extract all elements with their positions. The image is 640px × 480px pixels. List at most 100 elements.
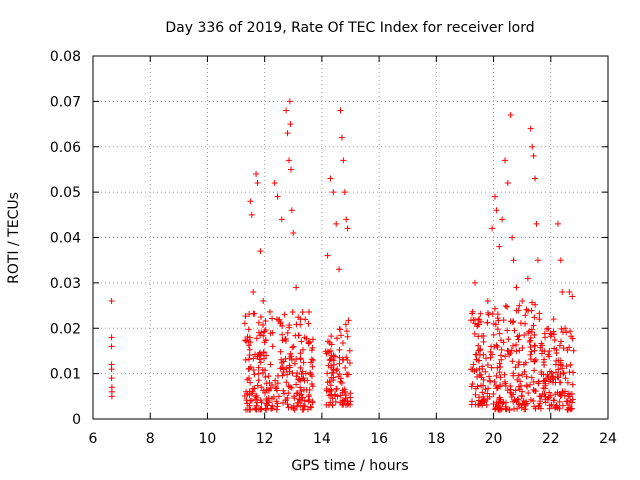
data-point <box>328 341 335 348</box>
data-point <box>569 381 576 388</box>
data-point <box>551 336 558 343</box>
data-point <box>492 321 499 328</box>
data-point <box>297 384 304 391</box>
data-point <box>269 343 276 350</box>
data-point <box>306 391 313 398</box>
data-point <box>251 385 258 392</box>
x-axis-label: GPS time / hours <box>291 458 408 474</box>
data-point <box>245 326 252 333</box>
data-point <box>257 352 264 359</box>
data-point <box>338 379 345 386</box>
data-point <box>547 392 554 399</box>
data-point <box>528 374 535 381</box>
data-point <box>291 406 298 413</box>
data-point <box>293 321 300 328</box>
data-point <box>322 348 329 355</box>
data-point <box>526 338 533 345</box>
data-point <box>274 193 281 200</box>
data-point <box>508 393 515 400</box>
data-point <box>542 334 549 341</box>
data-point <box>553 347 560 354</box>
data-point <box>297 402 304 409</box>
data-point <box>523 373 530 380</box>
data-point <box>267 330 274 337</box>
data-point <box>531 342 538 349</box>
data-point <box>284 401 291 408</box>
data-point <box>257 359 264 366</box>
data-point <box>241 320 248 327</box>
data-point <box>531 332 538 339</box>
data-point <box>287 166 294 173</box>
data-point <box>324 252 331 259</box>
data-point <box>246 402 253 409</box>
data-point <box>286 98 293 105</box>
data-point <box>564 379 571 386</box>
data-point <box>521 331 528 338</box>
data-point <box>476 357 483 364</box>
data-point <box>468 401 475 408</box>
data-point <box>471 279 478 286</box>
data-point <box>563 363 570 370</box>
data-point <box>497 396 504 403</box>
data-point <box>519 400 526 407</box>
data-point <box>307 369 314 376</box>
data-point <box>557 393 564 400</box>
data-point <box>262 374 269 381</box>
data-point <box>308 404 315 411</box>
data-point <box>476 316 483 323</box>
data-point <box>273 406 280 413</box>
data-point <box>552 379 559 386</box>
data-point <box>330 189 337 196</box>
data-point <box>560 345 567 352</box>
data-point <box>568 405 575 412</box>
data-point <box>545 325 552 332</box>
data-point <box>302 370 309 377</box>
data-point <box>569 396 576 403</box>
data-point <box>308 356 315 363</box>
data-point <box>289 370 296 377</box>
data-point <box>339 397 346 404</box>
data-point <box>306 387 313 394</box>
data-point <box>269 315 276 322</box>
data-point <box>498 405 505 412</box>
data-point <box>548 401 555 408</box>
data-point <box>527 351 534 358</box>
data-point <box>533 220 540 227</box>
data-point <box>334 335 341 342</box>
data-point <box>247 364 254 371</box>
data-point <box>531 347 538 354</box>
data-points <box>108 98 577 413</box>
data-point <box>488 364 495 371</box>
data-point <box>262 327 269 334</box>
data-point <box>490 401 497 408</box>
data-point <box>537 405 544 412</box>
data-point <box>305 320 312 327</box>
data-point <box>307 359 314 366</box>
data-point <box>263 380 270 387</box>
data-point <box>255 377 262 384</box>
data-point <box>532 405 539 412</box>
data-point <box>340 157 347 164</box>
data-point <box>531 314 538 321</box>
data-point <box>280 387 287 394</box>
data-point <box>516 401 523 408</box>
data-point <box>309 344 316 351</box>
data-point <box>484 319 491 326</box>
data-point <box>291 360 298 367</box>
data-point <box>247 397 254 404</box>
data-point <box>340 356 347 363</box>
data-point <box>273 385 280 392</box>
data-point <box>346 347 353 354</box>
data-point <box>471 330 478 337</box>
data-point <box>108 366 115 373</box>
data-point <box>247 379 254 386</box>
data-point <box>327 399 334 406</box>
data-point <box>256 329 263 336</box>
data-point <box>518 392 525 399</box>
data-point <box>246 334 253 341</box>
data-point <box>299 406 306 413</box>
data-point <box>475 316 482 323</box>
data-point <box>254 382 261 389</box>
data-point <box>541 348 548 355</box>
data-point <box>260 298 267 305</box>
